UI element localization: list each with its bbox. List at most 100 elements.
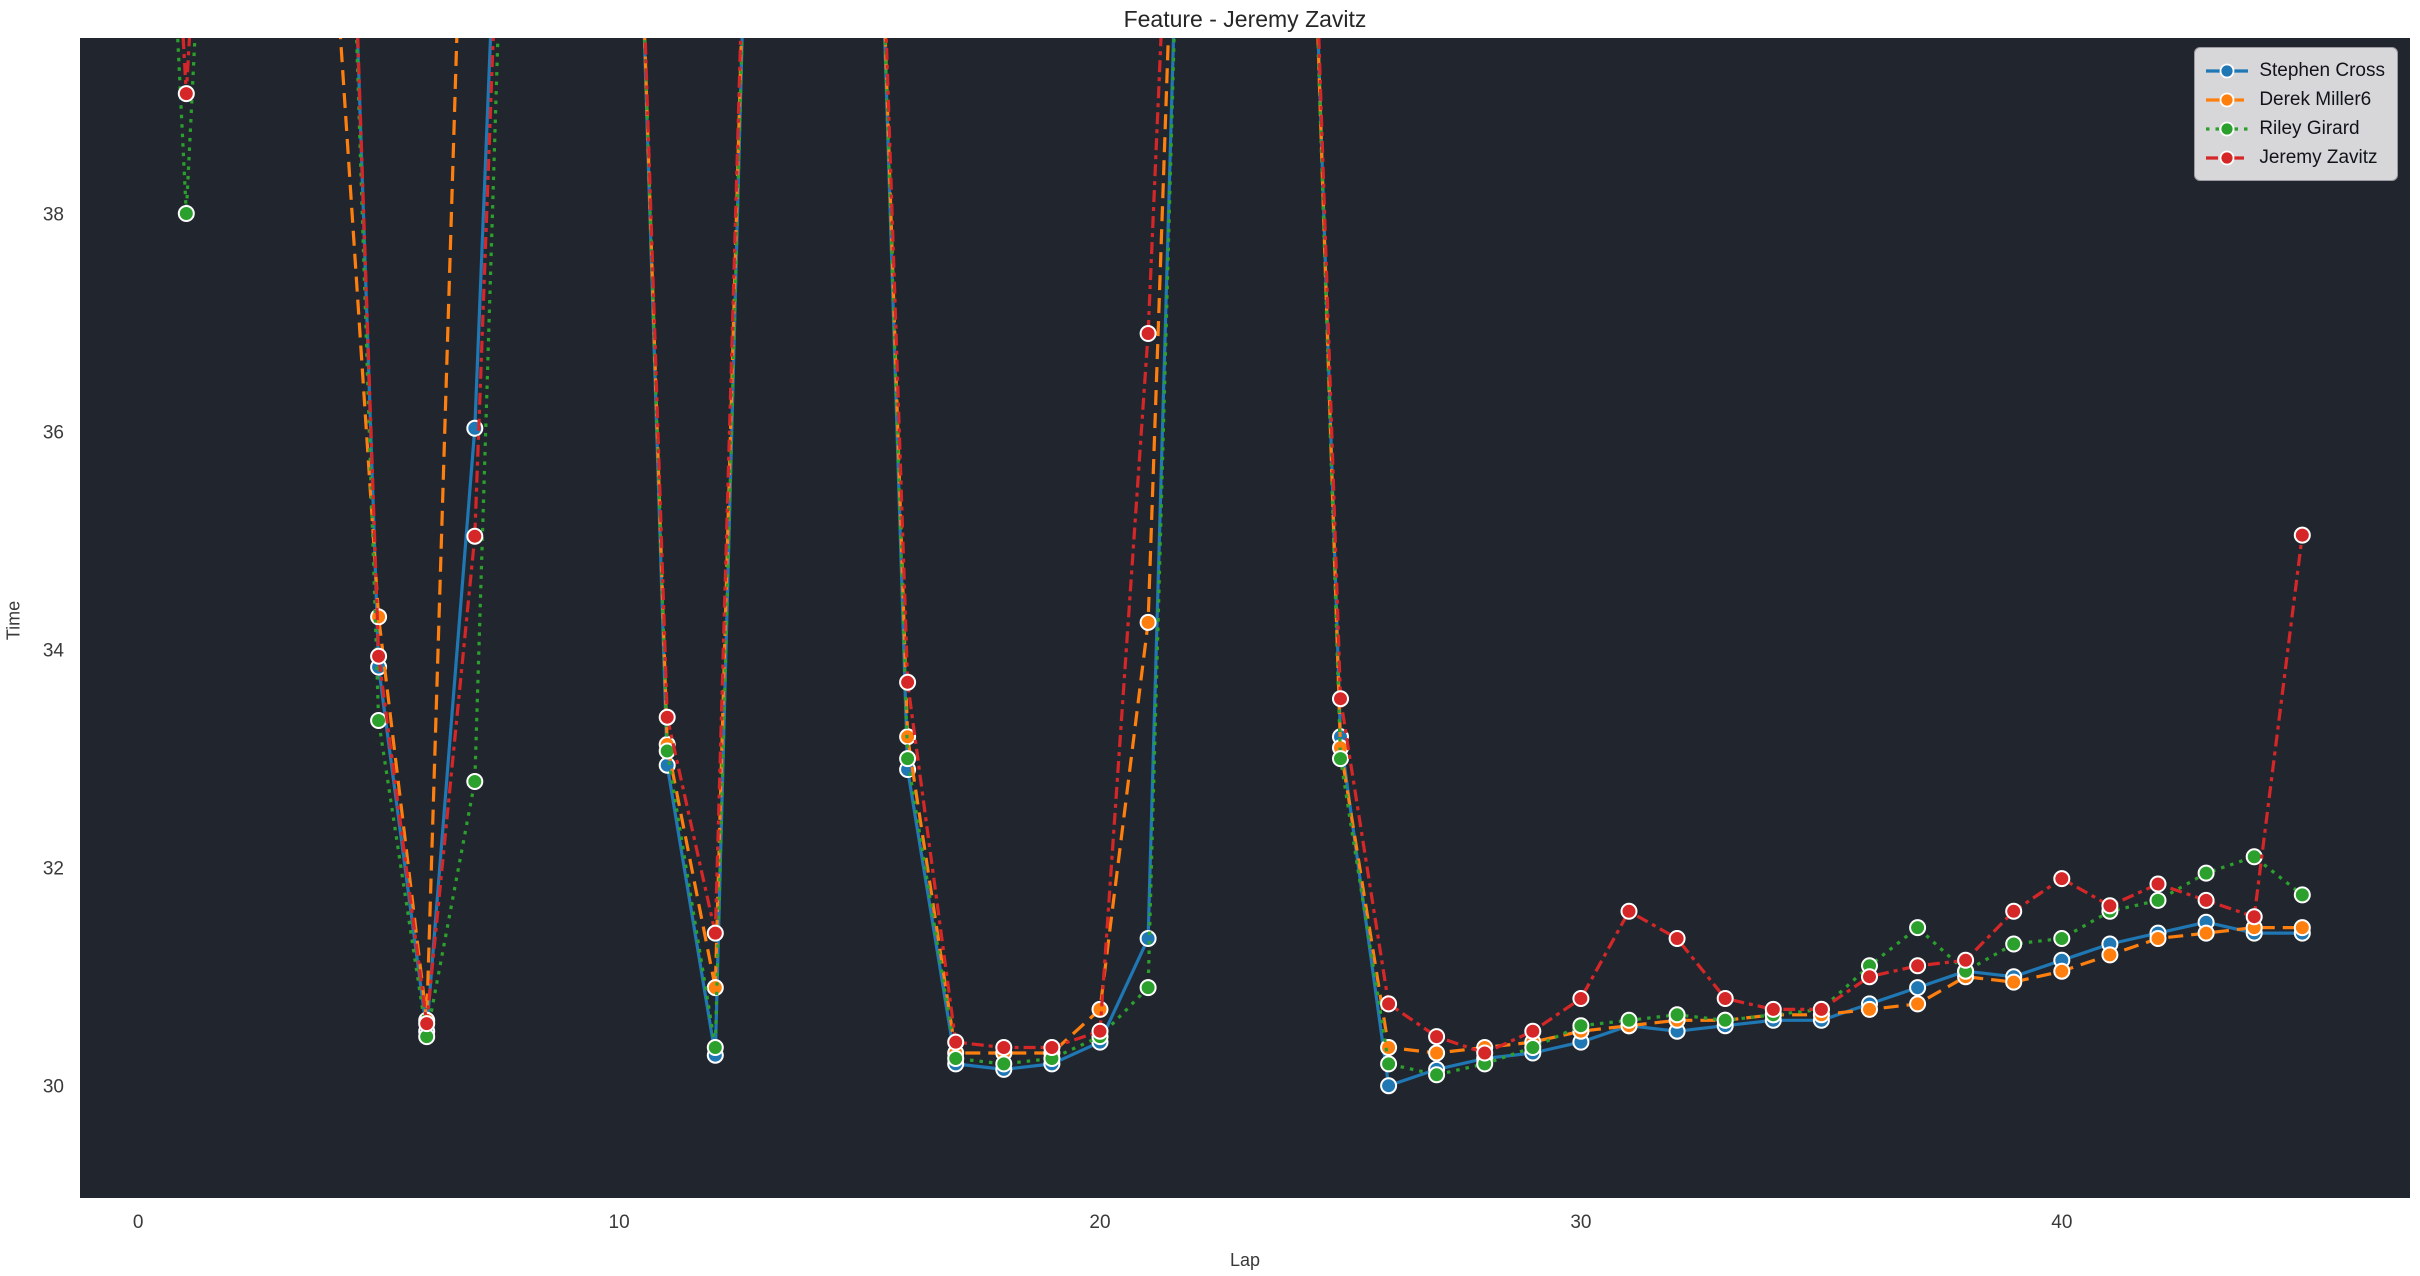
marker-jeremy-zavitz-lap-45 [2293,526,2311,544]
marker-derek-miller6-lap-37 [1909,995,1927,1013]
marker-riley-girard-lap-39 [2005,935,2023,953]
marker-jeremy-zavitz-lap-33 [1716,990,1734,1007]
legend-label-jeremy-zavitz: Jeremy Zavitz [2259,146,2378,168]
marker-riley-girard-lap-27 [1428,1066,1446,1084]
series-layer [176,38,2311,1095]
marker-riley-girard-lap-21 [1139,979,1157,997]
chart-title: Feature - Jeremy Zavitz [1123,6,1367,32]
marker-derek-miller6-lap-21 [1139,613,1157,631]
marker-stephen-cross-lap-26 [1380,1077,1398,1095]
legend-label-derek-miller6: Derek Miller6 [2259,88,2372,110]
x-tick-0: 0 [133,1212,144,1233]
marker-riley-girard-lap-25 [1332,750,1349,768]
marker-riley-girard-lap-16 [899,750,917,768]
marker-jeremy-zavitz-lap-29 [1524,1022,1542,1040]
marker-jeremy-zavitz-lap-16 [899,673,917,691]
y-tick-32: 32 [43,859,64,880]
marker-jeremy-zavitz-lap-27 [1428,1028,1446,1046]
marker-jeremy-zavitz-lap-7 [466,527,484,545]
marker-riley-girard-lap-45 [2293,886,2311,904]
marker-jeremy-zavitz-lap-18 [995,1039,1013,1056]
marker-derek-miller6-lap-45 [2293,919,2311,937]
marker-derek-miller6-lap-36 [1861,1000,1878,1018]
legend-item-jeremy-zavitz: Jeremy Zavitz [2205,143,2385,172]
legend-marker-riley-girard [2219,121,2235,136]
marker-riley-girard-lap-40 [2053,930,2071,947]
x-tick-40: 40 [2051,1212,2072,1233]
x-tick-10: 10 [609,1212,630,1233]
marker-jeremy-zavitz-lap-35 [1812,1000,1830,1018]
x-tick-20: 20 [1089,1212,1110,1233]
marker-riley-girard-lap-12 [706,1039,724,1056]
marker-jeremy-zavitz-lap-34 [1764,1000,1782,1018]
marker-derek-miller6-lap-40 [2053,962,2071,980]
marker-riley-girard-lap-29 [1524,1039,1542,1056]
x-tick-30: 30 [1570,1212,1591,1233]
marker-jeremy-zavitz-lap-11 [658,708,676,726]
legend-line-sample-jeremy-zavitz [2206,150,2249,165]
marker-riley-girard-lap-32 [1668,1006,1686,1024]
marker-jeremy-zavitz-lap-42 [2149,875,2167,893]
marker-jeremy-zavitz-lap-20 [1091,1022,1109,1040]
marker-riley-girard-lap-43 [2197,864,2215,882]
marker-riley-girard-lap-17 [947,1050,965,1067]
y-tick-36: 36 [43,423,64,444]
marker-derek-miller6-lap-20 [1091,1000,1109,1018]
marker-riley-girard-lap-5 [370,712,388,729]
marker-stephen-cross-lap-21 [1139,930,1157,947]
marker-derek-miller6-lap-43 [2197,924,2215,942]
legend-line-sample-stephen-cross [2206,63,2249,78]
marker-jeremy-zavitz-lap-43 [2197,891,2215,909]
marker-derek-miller6-lap-26 [1380,1039,1398,1056]
legend-item-riley-girard: Riley Girard [2205,114,2385,143]
marker-riley-girard-lap-33 [1716,1011,1734,1029]
marker-derek-miller6-lap-41 [2101,946,2119,964]
marker-jeremy-zavitz-lap-36 [1861,968,1878,986]
marker-jeremy-zavitz-lap-19 [1043,1039,1061,1056]
legend-marker-stephen-cross [2219,63,2235,78]
marker-jeremy-zavitz-lap-37 [1909,957,1927,975]
marker-riley-girard-lap-7 [466,773,484,790]
marker-riley-girard-lap-26 [1380,1055,1398,1073]
marker-jeremy-zavitz-lap-41 [2101,897,2119,915]
legend-label-stephen-cross: Stephen Cross [2259,59,2385,81]
x-axis-label: Lap [1229,1250,1261,1270]
y-axis-label: Time [3,600,24,641]
marker-jeremy-zavitz-lap-40 [2053,870,2071,888]
marker-jeremy-zavitz-lap-26 [1380,995,1398,1013]
marker-jeremy-zavitz-lap-6 [418,1015,436,1033]
marker-stephen-cross-lap-37 [1909,979,1927,997]
marker-jeremy-zavitz-lap-39 [2005,902,2023,920]
marker-jeremy-zavitz-lap-21 [1139,325,1157,342]
series-markers-jeremy-zavitz [177,85,2311,1062]
legend-marker-derek-miller6 [2219,92,2235,107]
marker-derek-miller6-lap-39 [2005,973,2023,991]
marker-derek-miller6-lap-42 [2149,930,2167,947]
marker-jeremy-zavitz-lap-17 [947,1033,965,1051]
legend-label-riley-girard: Riley Girard [2259,117,2360,139]
marker-jeremy-zavitz-lap-12 [706,924,724,942]
y-tick-38: 38 [43,205,64,226]
legend-item-stephen-cross: Stephen Cross [2205,56,2385,85]
marker-jeremy-zavitz-lap-28 [1476,1044,1494,1062]
marker-jeremy-zavitz-lap-1 [177,85,195,103]
marker-derek-miller6-lap-27 [1428,1044,1446,1062]
marker-riley-girard-lap-37 [1909,919,1927,937]
marker-riley-girard-lap-42 [2149,891,2167,909]
marker-riley-girard-lap-30 [1572,1017,1590,1035]
legend-line-sample-derek-miller6 [2206,92,2249,107]
marker-jeremy-zavitz-lap-30 [1572,990,1590,1007]
y-tick-34: 34 [43,641,65,662]
marker-riley-girard-lap-31 [1620,1011,1638,1029]
legend: Stephen Cross Derek Miller6 Riley Girard Je… [2194,47,2398,181]
marker-jeremy-zavitz-lap-31 [1620,902,1638,920]
marker-jeremy-zavitz-lap-38 [1957,951,1975,969]
marker-jeremy-zavitz-lap-32 [1668,930,1686,947]
marker-jeremy-zavitz-lap-44 [2245,908,2263,926]
legend-line-sample-riley-girard [2206,121,2249,136]
legend-marker-jeremy-zavitz [2219,150,2235,165]
y-tick-30: 30 [43,1077,64,1098]
marker-jeremy-zavitz-lap-25 [1332,690,1349,708]
